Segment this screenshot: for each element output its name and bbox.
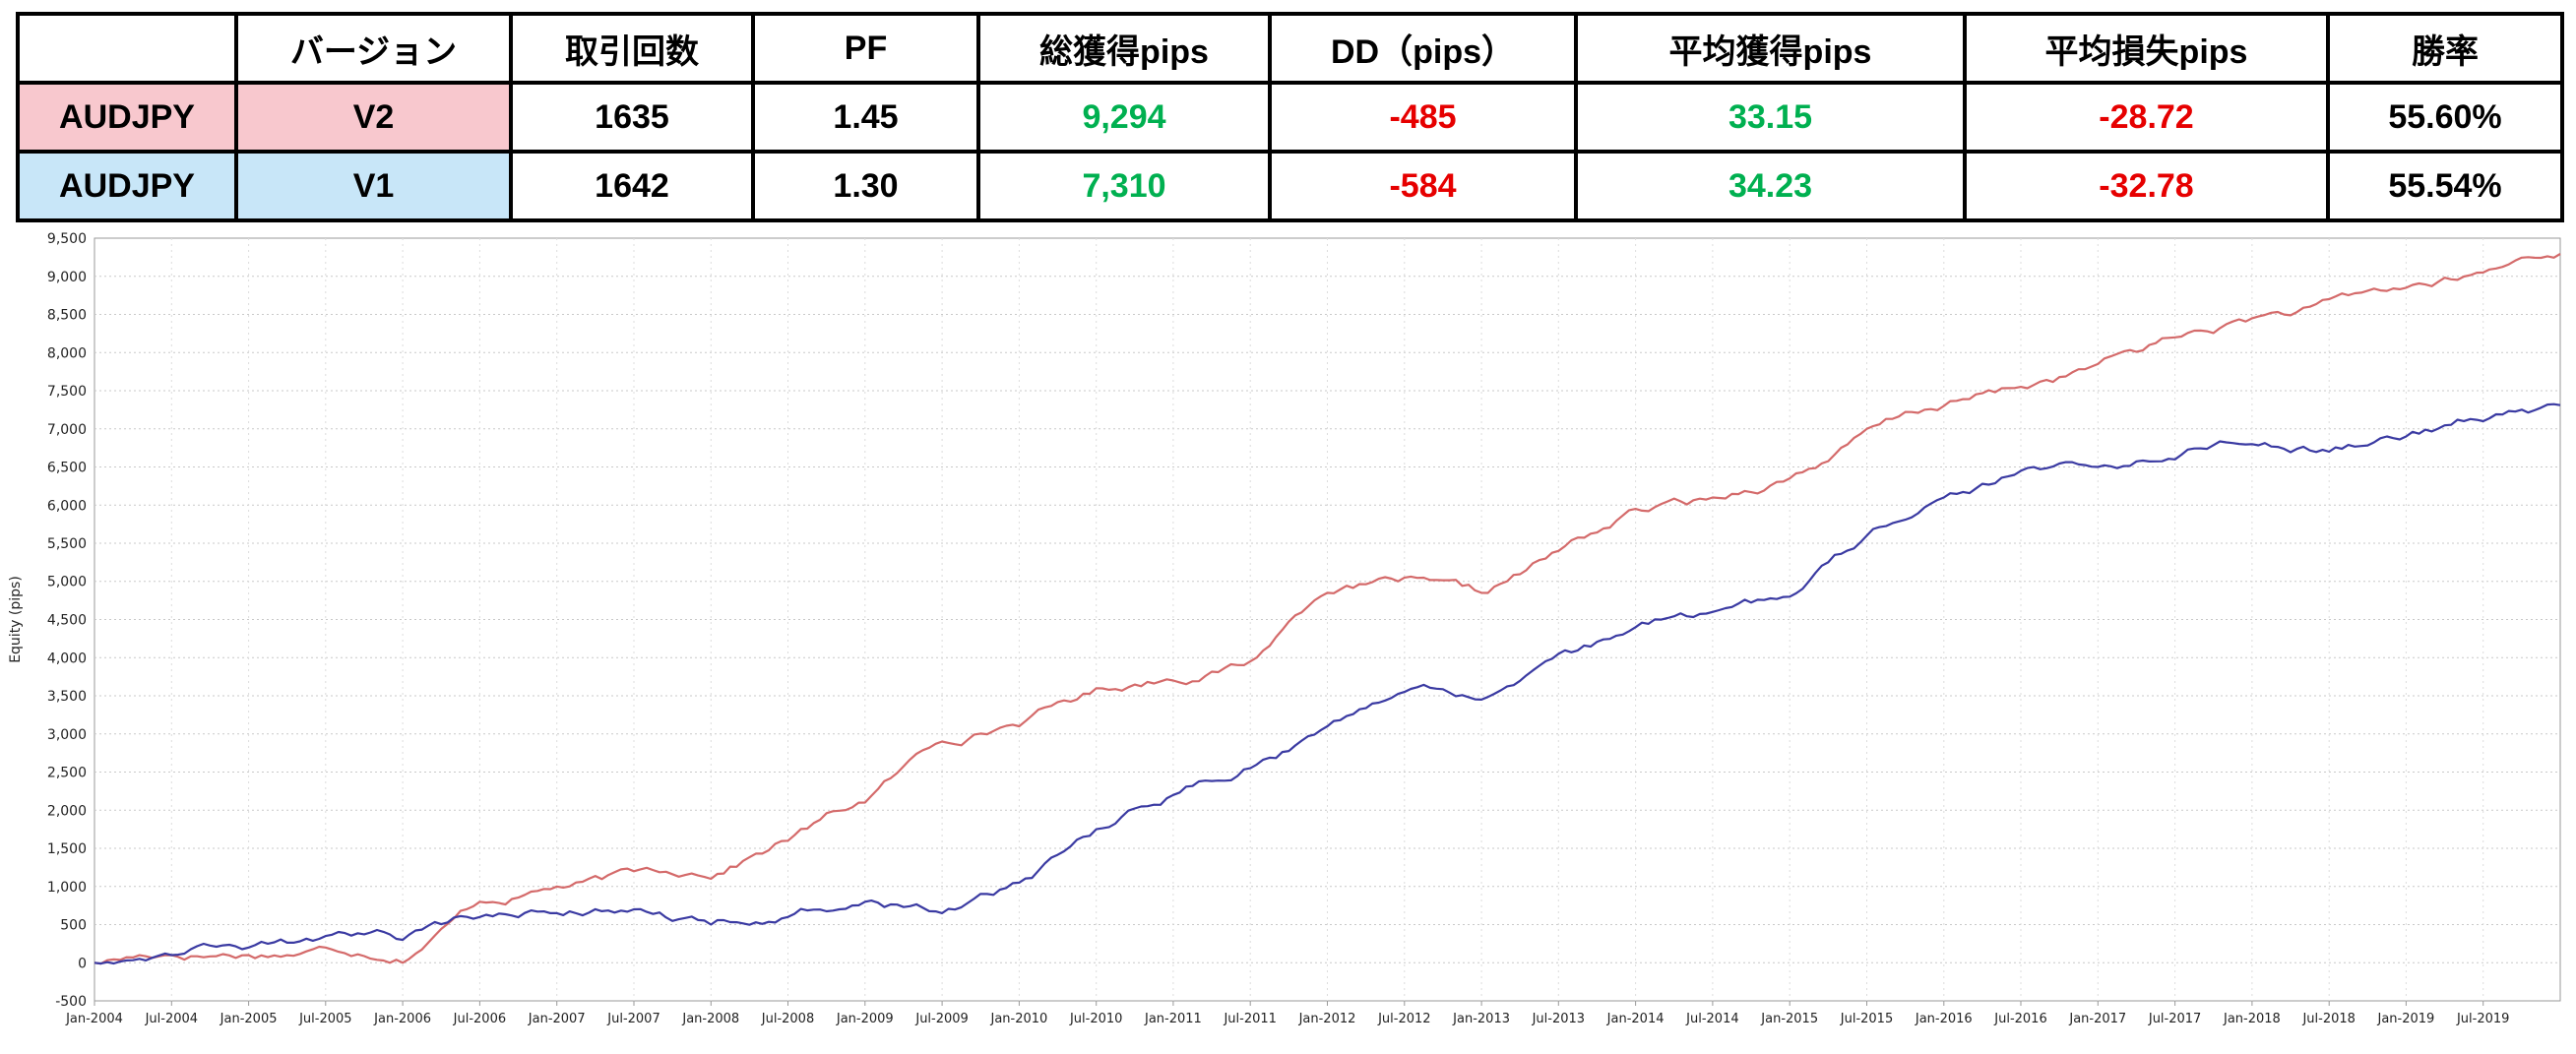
x-tick-label: Jul-2011 <box>1223 1012 1276 1026</box>
equity-line-v1 <box>94 403 2561 965</box>
x-tick-label: Jul-2010 <box>1069 1012 1122 1026</box>
x-tick-label: Jul-2016 <box>1993 1012 2046 1026</box>
col-header-pf: PF <box>751 12 980 85</box>
table-row-v2: AUDJPY V2 1635 1.45 9,294 -485 33.15 -28… <box>16 81 2564 154</box>
x-tick-label: Jan-2012 <box>1298 1012 1356 1026</box>
cell-avg-loss: -32.78 <box>1963 150 2330 222</box>
cell-pair: AUDJPY <box>16 81 238 154</box>
x-tick-label: Jul-2009 <box>914 1012 968 1026</box>
x-tick-label: Jan-2019 <box>2376 1012 2434 1026</box>
y-tick-label: 7,500 <box>47 384 87 400</box>
x-tick-label: Jan-2014 <box>1606 1012 1665 1026</box>
x-tick-label: Jan-2008 <box>681 1012 739 1026</box>
table-row-v1: AUDJPY V1 1642 1.30 7,310 -584 34.23 -32… <box>16 150 2564 222</box>
x-tick-label: Jan-2010 <box>989 1012 1047 1026</box>
y-tick-label: 3,000 <box>47 727 87 743</box>
cell-dd: -485 <box>1268 81 1578 154</box>
y-tick-label: 5,000 <box>47 575 87 590</box>
y-tick-label: 2,500 <box>47 766 87 781</box>
y-tick-label: 4,500 <box>47 613 87 629</box>
y-tick-label: -500 <box>55 994 87 1010</box>
y-tick-label: 8,000 <box>47 345 87 361</box>
y-tick-label: 8,500 <box>47 308 87 324</box>
x-tick-label: Jul-2015 <box>1840 1012 1893 1026</box>
x-tick-label: Jan-2018 <box>2223 1012 2281 1026</box>
y-axis-title: Equity (pips) <box>8 576 24 663</box>
y-tick-label: 9,500 <box>47 231 87 247</box>
header-row: バージョン 取引回数 PF 総獲得pips DD（pips） 平均獲得pips … <box>16 12 2564 85</box>
x-tick-label: Jan-2013 <box>1452 1012 1510 1026</box>
x-tick-label: Jan-2006 <box>373 1012 431 1026</box>
x-tick-label: Jul-2008 <box>761 1012 814 1026</box>
y-tick-label: 0 <box>78 956 87 971</box>
x-tick-label: Jul-2017 <box>2148 1012 2201 1026</box>
equity-chart: -500 0 500 1,000 1,500 2,000 2,500 3,000 3,500 4,… <box>0 222 2576 1049</box>
col-header-pair <box>16 12 238 85</box>
x-tick-label: Jan-2009 <box>836 1012 894 1026</box>
cell-total-pips: 9,294 <box>976 81 1272 154</box>
y-tick-label: 7,000 <box>47 422 87 438</box>
y-tick-label: 500 <box>60 918 87 934</box>
cell-trades: 1642 <box>509 150 755 222</box>
cell-version: V1 <box>234 150 513 222</box>
x-tick-label: Jan-2017 <box>2068 1012 2126 1026</box>
x-tick-label: Jul-2004 <box>145 1012 198 1026</box>
y-tick-label: 6,500 <box>47 461 87 476</box>
y-tick-label: 6,000 <box>47 498 87 514</box>
y-tick-label: 3,500 <box>47 689 87 705</box>
y-tick-label: 1,500 <box>47 841 87 857</box>
cell-dd: -584 <box>1268 150 1578 222</box>
equity-line-v2 <box>94 253 2561 965</box>
y-tick-label: 4,000 <box>47 651 87 666</box>
x-tick-label: Jul-2018 <box>2301 1012 2355 1026</box>
x-tick-label: Jan-2007 <box>528 1012 586 1026</box>
col-header-trades: 取引回数 <box>509 12 755 85</box>
cell-avg-loss: -28.72 <box>1963 81 2330 154</box>
x-tick-label: Jul-2006 <box>453 1012 506 1026</box>
x-tick-label: Jan-2016 <box>1915 1012 1973 1026</box>
y-tick-label: 1,000 <box>47 880 87 896</box>
cell-total-pips: 7,310 <box>976 150 1272 222</box>
x-tick-label: Jul-2014 <box>1685 1012 1738 1026</box>
x-tick-label: Jul-2013 <box>1532 1012 1585 1026</box>
equity-curve-svg: -500 0 500 1,000 1,500 2,000 2,500 3,000 3,500 4,… <box>8 231 2561 1026</box>
cell-win-rate: 55.54% <box>2326 150 2564 222</box>
x-tick-label: Jan-2015 <box>1760 1012 1818 1026</box>
cell-pair: AUDJPY <box>16 150 238 222</box>
x-tick-label: Jan-2005 <box>220 1012 278 1026</box>
cell-avg-win: 33.15 <box>1574 81 1967 154</box>
col-header-avg-win: 平均獲得pips <box>1574 12 1967 85</box>
plot-frame <box>94 237 2561 1002</box>
col-header-version: バージョン <box>234 12 513 85</box>
results-table-wrap: バージョン 取引回数 PF 総獲得pips DD（pips） 平均獲得pips … <box>0 0 2576 222</box>
col-header-win-rate: 勝率 <box>2326 12 2564 85</box>
cell-pf: 1.30 <box>751 150 980 222</box>
col-header-total-pips: 総獲得pips <box>976 12 1272 85</box>
cell-win-rate: 55.60% <box>2326 81 2564 154</box>
x-tick-label: Jul-2007 <box>606 1012 660 1026</box>
x-tick-label: Jan-2011 <box>1144 1012 1202 1026</box>
x-tick-label: Jan-2004 <box>65 1012 123 1026</box>
cell-pf: 1.45 <box>751 81 980 154</box>
x-tick-label: Jul-2005 <box>298 1012 351 1026</box>
cell-trades: 1635 <box>509 81 755 154</box>
y-tick-label: 5,500 <box>47 536 87 552</box>
x-tick-label: Jul-2012 <box>1377 1012 1430 1026</box>
cell-version: V2 <box>234 81 513 154</box>
col-header-dd: DD（pips） <box>1268 12 1578 85</box>
cell-avg-win: 34.23 <box>1574 150 1967 222</box>
results-table: バージョン 取引回数 PF 総獲得pips DD（pips） 平均獲得pips … <box>16 12 2564 222</box>
x-tick-label: Jul-2019 <box>2456 1012 2509 1026</box>
col-header-avg-loss: 平均損失pips <box>1963 12 2330 85</box>
y-tick-label: 9,000 <box>47 270 87 285</box>
y-tick-label: 2,000 <box>47 803 87 819</box>
